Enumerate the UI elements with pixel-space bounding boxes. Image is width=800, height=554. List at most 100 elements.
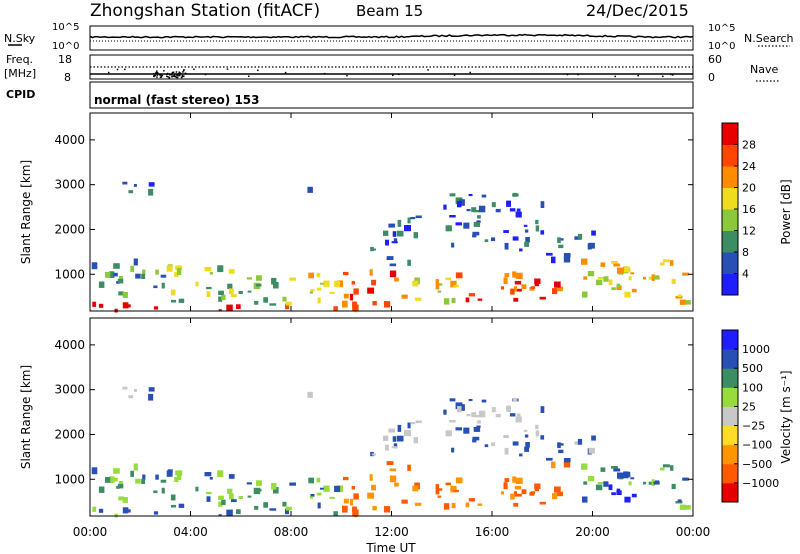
power-cell xyxy=(307,186,313,193)
power-cell xyxy=(506,200,511,207)
nave-point xyxy=(166,75,168,78)
velocity-cell xyxy=(170,494,176,501)
velocity-cell xyxy=(443,409,447,415)
nave-point xyxy=(168,76,171,79)
velocity-cell xyxy=(128,395,134,399)
power-cell xyxy=(675,296,683,299)
velocity-cell xyxy=(135,478,141,484)
velocity-cell xyxy=(289,482,296,486)
velocity-cell xyxy=(218,495,224,500)
power-cell xyxy=(546,252,553,256)
power-cell xyxy=(523,224,528,227)
power-cell xyxy=(552,288,558,295)
noise-tick-right-top: 10^5 xyxy=(708,23,735,34)
power-cell xyxy=(495,208,501,213)
velocity-cell xyxy=(437,495,442,498)
power-cell xyxy=(308,272,314,279)
nave-point xyxy=(204,73,207,76)
velocity-cell xyxy=(506,405,511,412)
power-cell xyxy=(407,217,411,224)
colorbar-tick-label: −100 xyxy=(742,439,772,452)
power-cell xyxy=(595,279,603,286)
velocity-cell xyxy=(414,502,422,506)
velocity-cell xyxy=(671,483,676,490)
velocity-cell xyxy=(551,461,556,469)
noise-tick-right-bottom: 10^0 xyxy=(708,41,735,52)
power-cell xyxy=(445,225,452,232)
power-cell xyxy=(514,280,522,285)
power-cell xyxy=(206,286,212,290)
velocity-cell xyxy=(148,393,154,401)
power-cell xyxy=(263,297,268,303)
noise-sky-line xyxy=(89,33,694,39)
power-cell xyxy=(195,281,199,287)
nave-scatter xyxy=(107,68,674,79)
velocity-cell xyxy=(472,436,480,441)
power-cell xyxy=(630,272,635,275)
nave-point xyxy=(566,73,569,76)
power-cell xyxy=(334,280,341,287)
figure-title: Zhongshan Station (fitACF) xyxy=(90,1,320,21)
velocity-cell xyxy=(178,503,185,508)
velocity-cell xyxy=(153,490,158,494)
power-cell xyxy=(457,201,462,208)
colorbar-swatch xyxy=(722,123,738,145)
velocity-cell xyxy=(503,435,509,438)
power-cell xyxy=(412,280,419,287)
power-colorbar: 28 24 20 16 12 8 4 xyxy=(721,122,756,296)
power-cell xyxy=(455,272,463,279)
power-cell xyxy=(148,182,155,187)
colorbar-swatch xyxy=(722,387,738,407)
noise-tick-left-top: 10^5 xyxy=(52,22,79,33)
power-cell xyxy=(285,301,292,306)
power-cell xyxy=(174,271,179,277)
power-cell xyxy=(449,215,456,218)
nave-point xyxy=(160,74,162,76)
velocity-cell xyxy=(675,501,683,504)
freq-nave-panel: Freq. [MHz] 18 8 60 0 Nave xyxy=(4,53,780,84)
velocity-cell xyxy=(92,506,97,512)
power-cell xyxy=(525,237,530,243)
velocity-cell xyxy=(122,386,128,390)
power-cell xyxy=(583,276,588,280)
power-cell xyxy=(343,293,349,299)
velocity-cell xyxy=(246,482,252,485)
freq-unit-label: [MHz] xyxy=(4,67,36,80)
power-cell xyxy=(468,293,475,297)
power-cell xyxy=(581,258,588,265)
velocity-cell xyxy=(221,499,226,506)
power-cell xyxy=(510,288,515,295)
velocity-cell xyxy=(477,420,481,424)
colorbar-swatch xyxy=(722,209,738,231)
velocity-cell xyxy=(285,506,292,511)
velocity-cell xyxy=(316,492,322,496)
velocity-cell xyxy=(404,430,411,437)
velocity-cell xyxy=(263,502,268,508)
velocity-cell xyxy=(670,465,674,471)
velocity-cell xyxy=(471,412,477,417)
power-cell xyxy=(206,291,211,297)
power-cell xyxy=(171,299,177,303)
power-cell xyxy=(443,204,447,210)
x-tick-label: 20:00 xyxy=(575,525,610,539)
velocity-cell xyxy=(227,488,233,494)
power-cell xyxy=(221,294,226,301)
power-cell xyxy=(476,220,481,223)
power-cell xyxy=(269,303,277,306)
power-cell xyxy=(503,230,509,233)
velocity-cell xyxy=(449,420,456,423)
power-cell xyxy=(574,236,581,240)
velocity-cell xyxy=(391,446,398,449)
power-cell xyxy=(122,292,128,298)
power-cell xyxy=(407,259,411,266)
nave-point xyxy=(177,73,180,75)
nave-point xyxy=(284,71,287,74)
velocity-cell xyxy=(204,472,212,477)
velocity-cell xyxy=(209,477,213,480)
power-cell xyxy=(392,231,397,237)
colorbar-swatch xyxy=(722,425,738,446)
velocity-cell xyxy=(450,485,457,493)
colorbar-tick-label: 20 xyxy=(742,182,756,195)
power-cell xyxy=(166,265,173,272)
